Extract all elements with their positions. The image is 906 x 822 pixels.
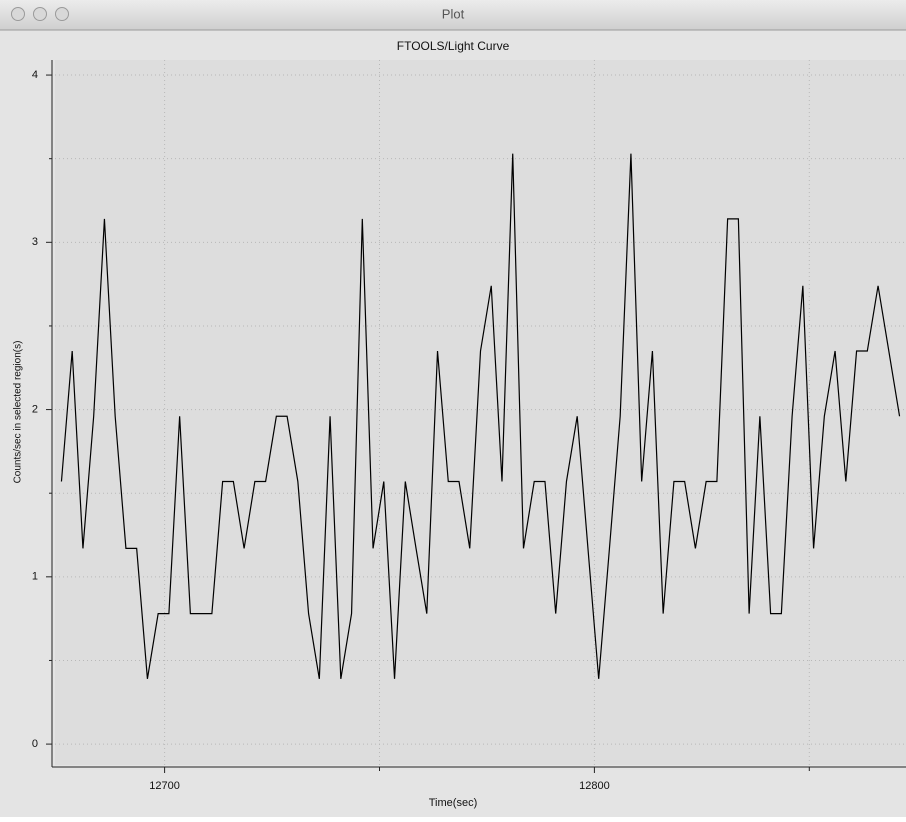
x-tick-label: 12800 xyxy=(579,780,610,792)
light-curve xyxy=(60,153,901,679)
grid xyxy=(55,60,906,765)
plot-area xyxy=(55,60,906,765)
y-tick-label: 1 xyxy=(32,571,38,583)
y-tick-label: 4 xyxy=(32,69,38,81)
plot-marks xyxy=(60,153,901,679)
y-tick-label: 2 xyxy=(32,403,38,415)
x-tick-label: 12700 xyxy=(149,780,180,792)
title-bar xyxy=(0,0,906,30)
y-tick-label: 0 xyxy=(32,738,38,750)
window-title: Plot xyxy=(442,6,465,21)
minimize-button[interactable] xyxy=(33,7,47,21)
chart-title: FTOOLS/Light Curve xyxy=(397,39,510,53)
zoom-button[interactable] xyxy=(55,7,69,21)
y-axis-label: Counts/sec in selected region(s) xyxy=(13,341,24,484)
close-button[interactable] xyxy=(11,7,25,21)
x-axis-label: Time(sec) xyxy=(429,797,477,809)
y-tick-label: 3 xyxy=(32,236,38,248)
